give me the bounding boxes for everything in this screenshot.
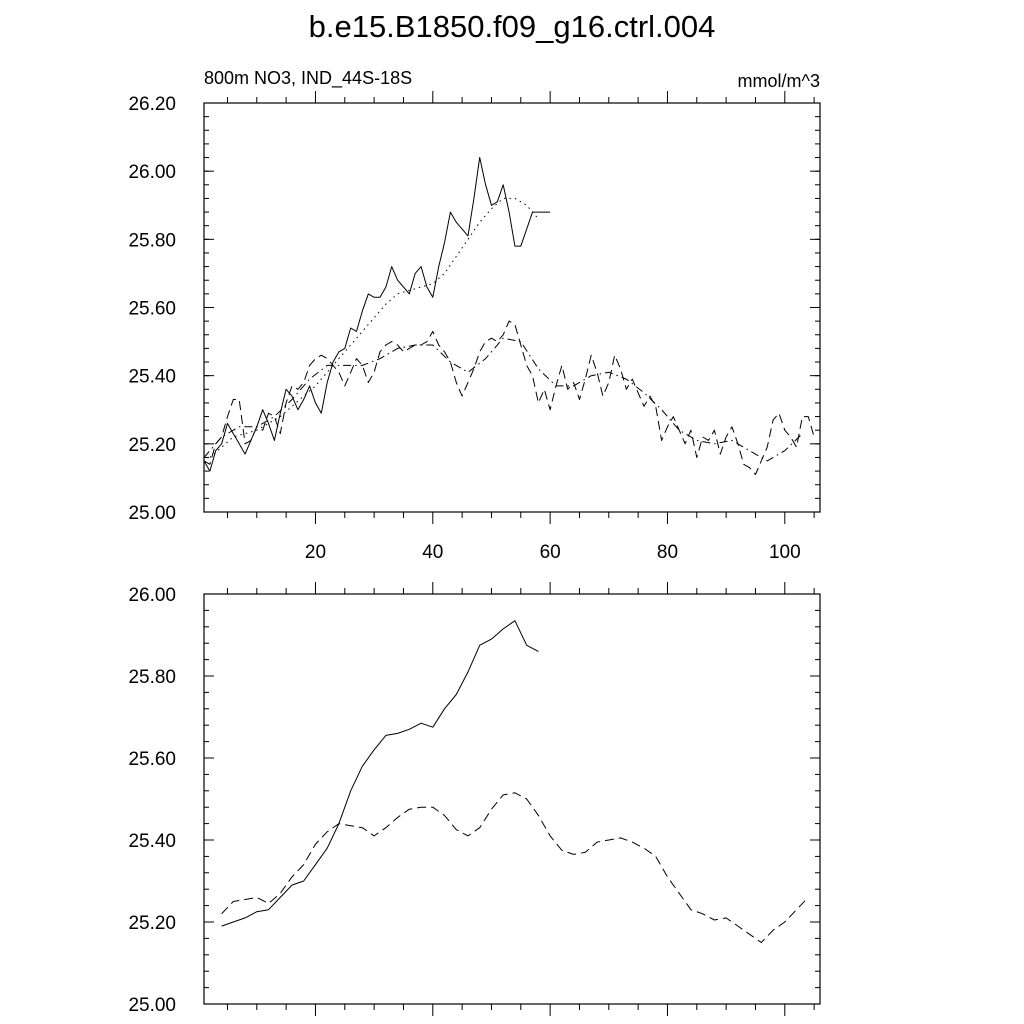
top-y-tick-label: 26.00 xyxy=(128,162,176,183)
top-x-tick-label: 40 xyxy=(422,542,443,563)
bottom-panel-frame xyxy=(203,593,821,1005)
bottom-y-tick-label: 25.00 xyxy=(128,995,176,1016)
top-y-tick-label: 25.60 xyxy=(128,299,176,320)
top-series-dash-line xyxy=(203,320,815,475)
bottom-panel: 25.00 25.20 25.40 25.60 25.80 26.00 xyxy=(128,582,821,1016)
top-y-tick-label: 25.80 xyxy=(128,230,176,251)
bottom-series-dash-line xyxy=(221,792,809,943)
bottom-y-tick-label: 25.80 xyxy=(128,667,176,688)
top-y-tick-label: 25.40 xyxy=(128,367,176,388)
top-panel-units-label: mmol/m^3 xyxy=(738,71,820,91)
bottom-y-tick-label: 26.00 xyxy=(128,585,176,606)
top-y-tick-label: 25.20 xyxy=(128,435,176,456)
top-x-tick-label: 20 xyxy=(305,542,326,563)
top-y-tick-label: 26.20 xyxy=(128,94,176,115)
top-y-tick-label: 25.00 xyxy=(128,503,176,524)
top-x-tick-label: 80 xyxy=(657,542,678,563)
figure-title: b.e15.B1850.f09_g16.ctrl.004 xyxy=(309,9,716,44)
top-panel: 800m NO3, IND_44S-18S mmol/m^3 25.00 25.2… xyxy=(128,68,821,563)
bottom-y-tick-label: 25.60 xyxy=(128,749,176,770)
top-series-solid-line xyxy=(203,157,551,472)
bottom-y-tick-label: 25.20 xyxy=(128,913,176,934)
bottom-y-tick-label: 25.40 xyxy=(128,831,176,852)
bottom-series-solid-line xyxy=(221,620,539,927)
top-x-tick-label: 100 xyxy=(769,542,801,563)
top-series-dashdot-line xyxy=(203,337,803,462)
top-panel-frame xyxy=(203,102,821,513)
top-x-tick-label: 60 xyxy=(540,542,561,563)
top-panel-left-label: 800m NO3, IND_44S-18S xyxy=(204,68,412,89)
